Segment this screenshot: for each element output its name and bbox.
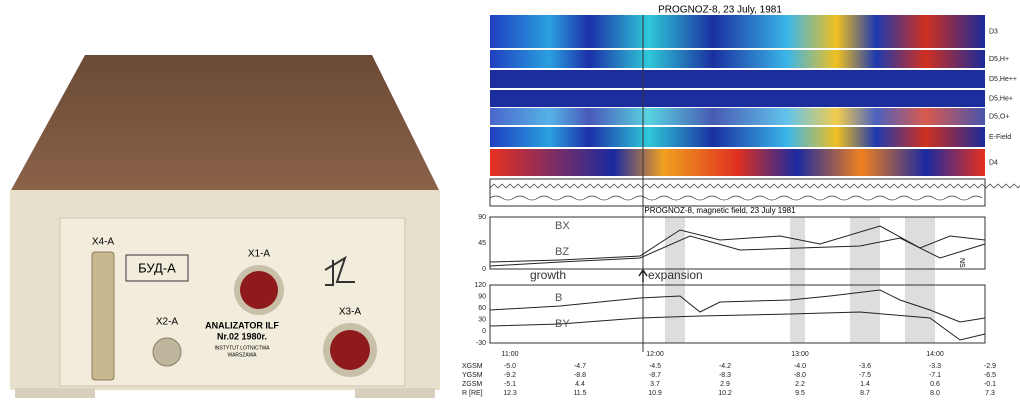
panel-label: D5,H+ [989,56,1009,63]
spectrogram [490,70,985,88]
table-cell: -2.9 [984,363,996,370]
connector-label: X4-A [92,237,115,248]
mag-title: PROGNOZ-8, magnetic field, 23 July 1981 [644,206,796,215]
panel-label: D5,O+ [989,113,1009,120]
table-cell: 10.9 [648,390,662,397]
plate-text: ANALIZATOR ILF [205,320,279,330]
curve-label: BX [555,220,570,232]
y-tick-label: 30 [478,317,486,324]
foot [355,388,435,398]
table-cell: -8.7 [649,372,661,379]
device-photo: X4-A БУД-А X1-A X2-A X3-A ANALIZATOR ILF… [10,55,440,398]
y-tick-label: 120 [474,282,486,289]
panel-label: D3 [989,28,998,35]
table-cell: -5.1 [504,381,516,388]
y-tick-label: 90 [478,214,486,221]
table-cell: -9.2 [504,372,516,379]
table-cell: -7.5 [859,372,871,379]
table-cell: -6.5 [984,372,996,379]
table-cell: R [RE] [462,390,483,397]
table-cell: 2.9 [720,381,730,388]
y-tick-label: 45 [478,240,486,247]
table-cell: -3.6 [859,363,871,370]
phase-label: expansion [648,268,703,282]
spectrogram [490,50,985,68]
spectrogram [490,108,985,125]
table-cell: -7.1 [929,372,941,379]
time-label: 11:00 [502,351,519,358]
connector-x2 [153,338,181,366]
curve-label: BZ [555,246,569,258]
oscillation-panel [490,179,985,206]
table-cell: -8.3 [719,372,731,379]
table-cell: -4.2 [719,363,731,370]
table-cell: -5.0 [504,363,516,370]
table-cell: -4.5 [649,363,661,370]
table-cell: 9.5 [795,390,805,397]
table-cell: -3.3 [929,363,941,370]
table-cell: -8.8 [574,372,586,379]
spectrogram [490,149,985,176]
spectrogram [490,127,985,147]
time-label: 12:00 [646,351,664,358]
figure-title: PROGNOZ-8, 23 July, 1981 [658,5,782,16]
connector-label: X3-A [339,307,362,318]
time-label: 14:00 [926,351,944,358]
curve-label: B [555,292,562,304]
foot [15,388,95,398]
spectrogram [490,90,985,107]
connector-label: X2-A [156,317,179,328]
table-cell: 3.7 [650,381,660,388]
y-tick-label: 60 [478,305,486,312]
table-cell: 7.3 [985,390,995,397]
table-cell: 8.0 [930,390,940,397]
connector-x4 [92,252,114,380]
y-tick-label: 0 [482,328,486,335]
composite-image: X4-A БУД-А X1-A X2-A X3-A ANALIZATOR ILF… [0,0,1020,402]
device-lid [10,55,440,192]
table-cell: 12.3 [503,390,517,397]
table-cell: 10.2 [718,390,732,397]
table-cell: 0.6 [930,381,940,388]
y-tick-label: 0 [482,266,486,273]
plate-text: Nr.02 1980r. [217,331,267,341]
table-cell: ZGSM [462,381,482,388]
table-cell: XGSM [462,363,483,370]
table-cell: 8.7 [860,390,870,397]
spectrogram [490,15,985,48]
device-label: БУД-А [138,260,176,275]
y-tick-label: 90 [478,293,486,300]
plate-text: INSTYTUT LOTNICTWA [215,345,271,351]
table-cell: -8.0 [794,372,806,379]
panel-label: D4 [989,159,998,166]
time-label: 13:00 [791,351,809,358]
curve-label: BY [555,318,570,330]
panel-label: D5,He++ [989,76,1017,83]
table-cell: -0.1 [984,381,996,388]
table-cell: YGSM [462,372,483,379]
table-cell: 4.4 [575,381,585,388]
ns-label: NS [958,258,965,268]
connector-label: X1-A [248,249,271,260]
table-cell: -4.0 [794,363,806,370]
phase-label: growth [530,268,566,282]
connector-cap [330,330,370,370]
table-cell: 1.4 [860,381,870,388]
figure: PROGNOZ-8, 23 July, 1981 PROGNOZ-8, magn… [462,5,1020,397]
connector-cap [240,271,278,309]
panel-label: D5,He+ [989,95,1013,102]
panel-label: E-Field [989,134,1011,141]
table-cell: 2.2 [795,381,805,388]
table-cell: 11.5 [573,390,586,397]
table-cell: -4.7 [574,363,586,370]
plate-text: WARSZAWA [228,352,258,358]
y-tick-label: -30 [476,340,486,347]
